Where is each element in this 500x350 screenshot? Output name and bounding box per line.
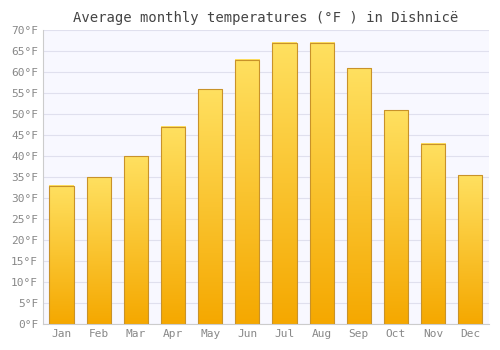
Bar bbox=[86, 177, 111, 324]
Bar bbox=[124, 156, 148, 324]
Bar bbox=[347, 68, 371, 324]
Bar bbox=[236, 60, 260, 324]
Bar bbox=[458, 175, 482, 324]
Bar bbox=[161, 127, 185, 324]
Bar bbox=[384, 110, 408, 324]
Bar bbox=[198, 89, 222, 324]
Bar bbox=[310, 43, 334, 324]
Bar bbox=[421, 144, 445, 324]
Bar bbox=[50, 186, 74, 324]
Title: Average monthly temperatures (°F ) in Dishnicë: Average monthly temperatures (°F ) in Di… bbox=[74, 11, 458, 25]
Bar bbox=[272, 43, 296, 324]
